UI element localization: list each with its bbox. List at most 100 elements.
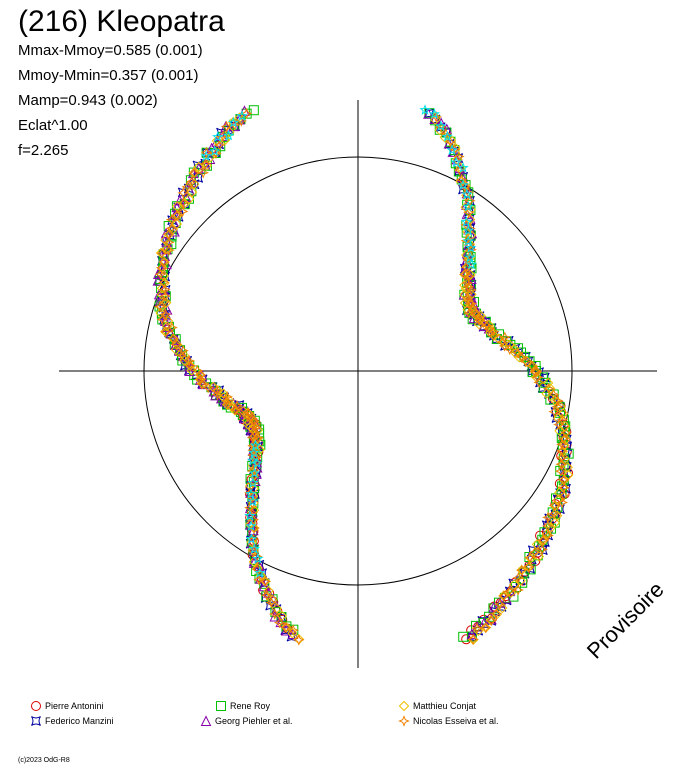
data-point	[263, 585, 274, 597]
data-point	[193, 161, 204, 173]
data-point	[287, 624, 299, 636]
data-point	[549, 517, 561, 528]
data-point	[241, 410, 254, 423]
data-point	[287, 628, 299, 640]
data-point	[269, 610, 281, 622]
data-point	[499, 331, 511, 343]
square-marker-icon	[216, 701, 226, 711]
legend-label: Rene Roy	[230, 701, 271, 711]
data-point	[152, 274, 164, 286]
reference-circle	[143, 156, 573, 586]
data-point	[542, 382, 555, 395]
data-point	[435, 120, 447, 132]
data-point	[249, 439, 262, 451]
data-point	[210, 147, 222, 160]
data-point	[519, 355, 532, 368]
data-point	[503, 585, 516, 597]
data-point	[503, 343, 516, 356]
data-point	[457, 161, 469, 173]
data-point	[446, 144, 458, 155]
data-point	[236, 110, 248, 121]
polar-lightcurve-plot: Provisoire	[59, 100, 669, 668]
data-point	[247, 495, 259, 507]
legend-marker	[398, 700, 410, 712]
series-cyan	[200, 104, 478, 578]
data-point	[487, 325, 500, 338]
data-point	[248, 522, 260, 534]
data-point	[261, 589, 273, 601]
data-point	[200, 150, 212, 162]
data-point	[473, 314, 485, 327]
data-point	[252, 552, 264, 564]
data-point	[200, 146, 213, 159]
data-point	[541, 520, 552, 531]
data-point	[460, 216, 472, 227]
data-point	[466, 628, 478, 640]
data-point	[177, 344, 189, 357]
data-point	[553, 494, 564, 506]
data-point	[545, 522, 556, 534]
data-point	[524, 551, 536, 564]
data-point	[515, 564, 528, 576]
data-point	[557, 474, 570, 486]
data-point	[526, 360, 538, 372]
data-point	[458, 631, 469, 642]
legend-label: Georg Piehler et al.	[215, 716, 293, 726]
data-point	[269, 608, 281, 620]
chart-title: (216) Kleopatra	[18, 5, 225, 38]
data-point	[548, 507, 561, 520]
data-point	[184, 359, 197, 372]
data-point	[465, 297, 478, 310]
data-point	[542, 377, 554, 389]
data-point	[211, 388, 224, 401]
data-point	[163, 244, 175, 256]
data-point	[179, 350, 190, 361]
data-point	[247, 476, 259, 488]
data-point	[439, 132, 450, 143]
stats-block: Mmax-Mmoy=0.585 (0.001) Mmoy-Mmin=0.357 …	[18, 42, 203, 167]
data-point	[194, 373, 207, 386]
data-point	[249, 421, 262, 434]
data-point	[487, 330, 500, 342]
data-point	[459, 280, 470, 291]
data-point	[558, 489, 570, 502]
data-point	[244, 487, 256, 499]
legend-marker	[31, 716, 41, 726]
data-point	[183, 355, 196, 367]
legend-label: Matthieu Conjat	[413, 701, 477, 711]
data-point	[558, 481, 570, 494]
legend-label: Nicolas Esseiva et al.	[413, 716, 499, 726]
data-point	[221, 394, 233, 407]
data-point	[156, 283, 168, 294]
legend-marker	[200, 715, 212, 726]
data-point	[542, 529, 554, 542]
star-marker-icon	[398, 715, 410, 727]
data-point	[462, 295, 475, 307]
data-point	[247, 533, 260, 546]
data-point	[222, 398, 234, 411]
data-point	[287, 628, 298, 639]
data-point	[547, 388, 560, 401]
data-point	[531, 539, 543, 550]
data-point	[462, 235, 474, 247]
data-point	[195, 369, 207, 381]
data-point	[494, 598, 506, 611]
data-point	[460, 249, 472, 261]
data-point	[189, 178, 200, 190]
data-point	[528, 546, 541, 558]
data-point	[242, 406, 255, 419]
circle-marker-icon	[31, 701, 41, 711]
data-point	[485, 615, 498, 627]
data-point	[246, 454, 259, 466]
data-point	[562, 462, 573, 473]
data-point	[556, 413, 569, 426]
data-point	[548, 405, 560, 418]
data-point	[512, 343, 523, 354]
data-point	[212, 131, 224, 142]
data-point	[240, 107, 253, 120]
stat-mmoy-mmin: Mmoy-Mmin=0.357 (0.001)	[18, 67, 199, 84]
data-point	[155, 247, 167, 259]
data-point	[554, 425, 565, 437]
data-point	[560, 427, 572, 439]
axes	[59, 100, 657, 668]
